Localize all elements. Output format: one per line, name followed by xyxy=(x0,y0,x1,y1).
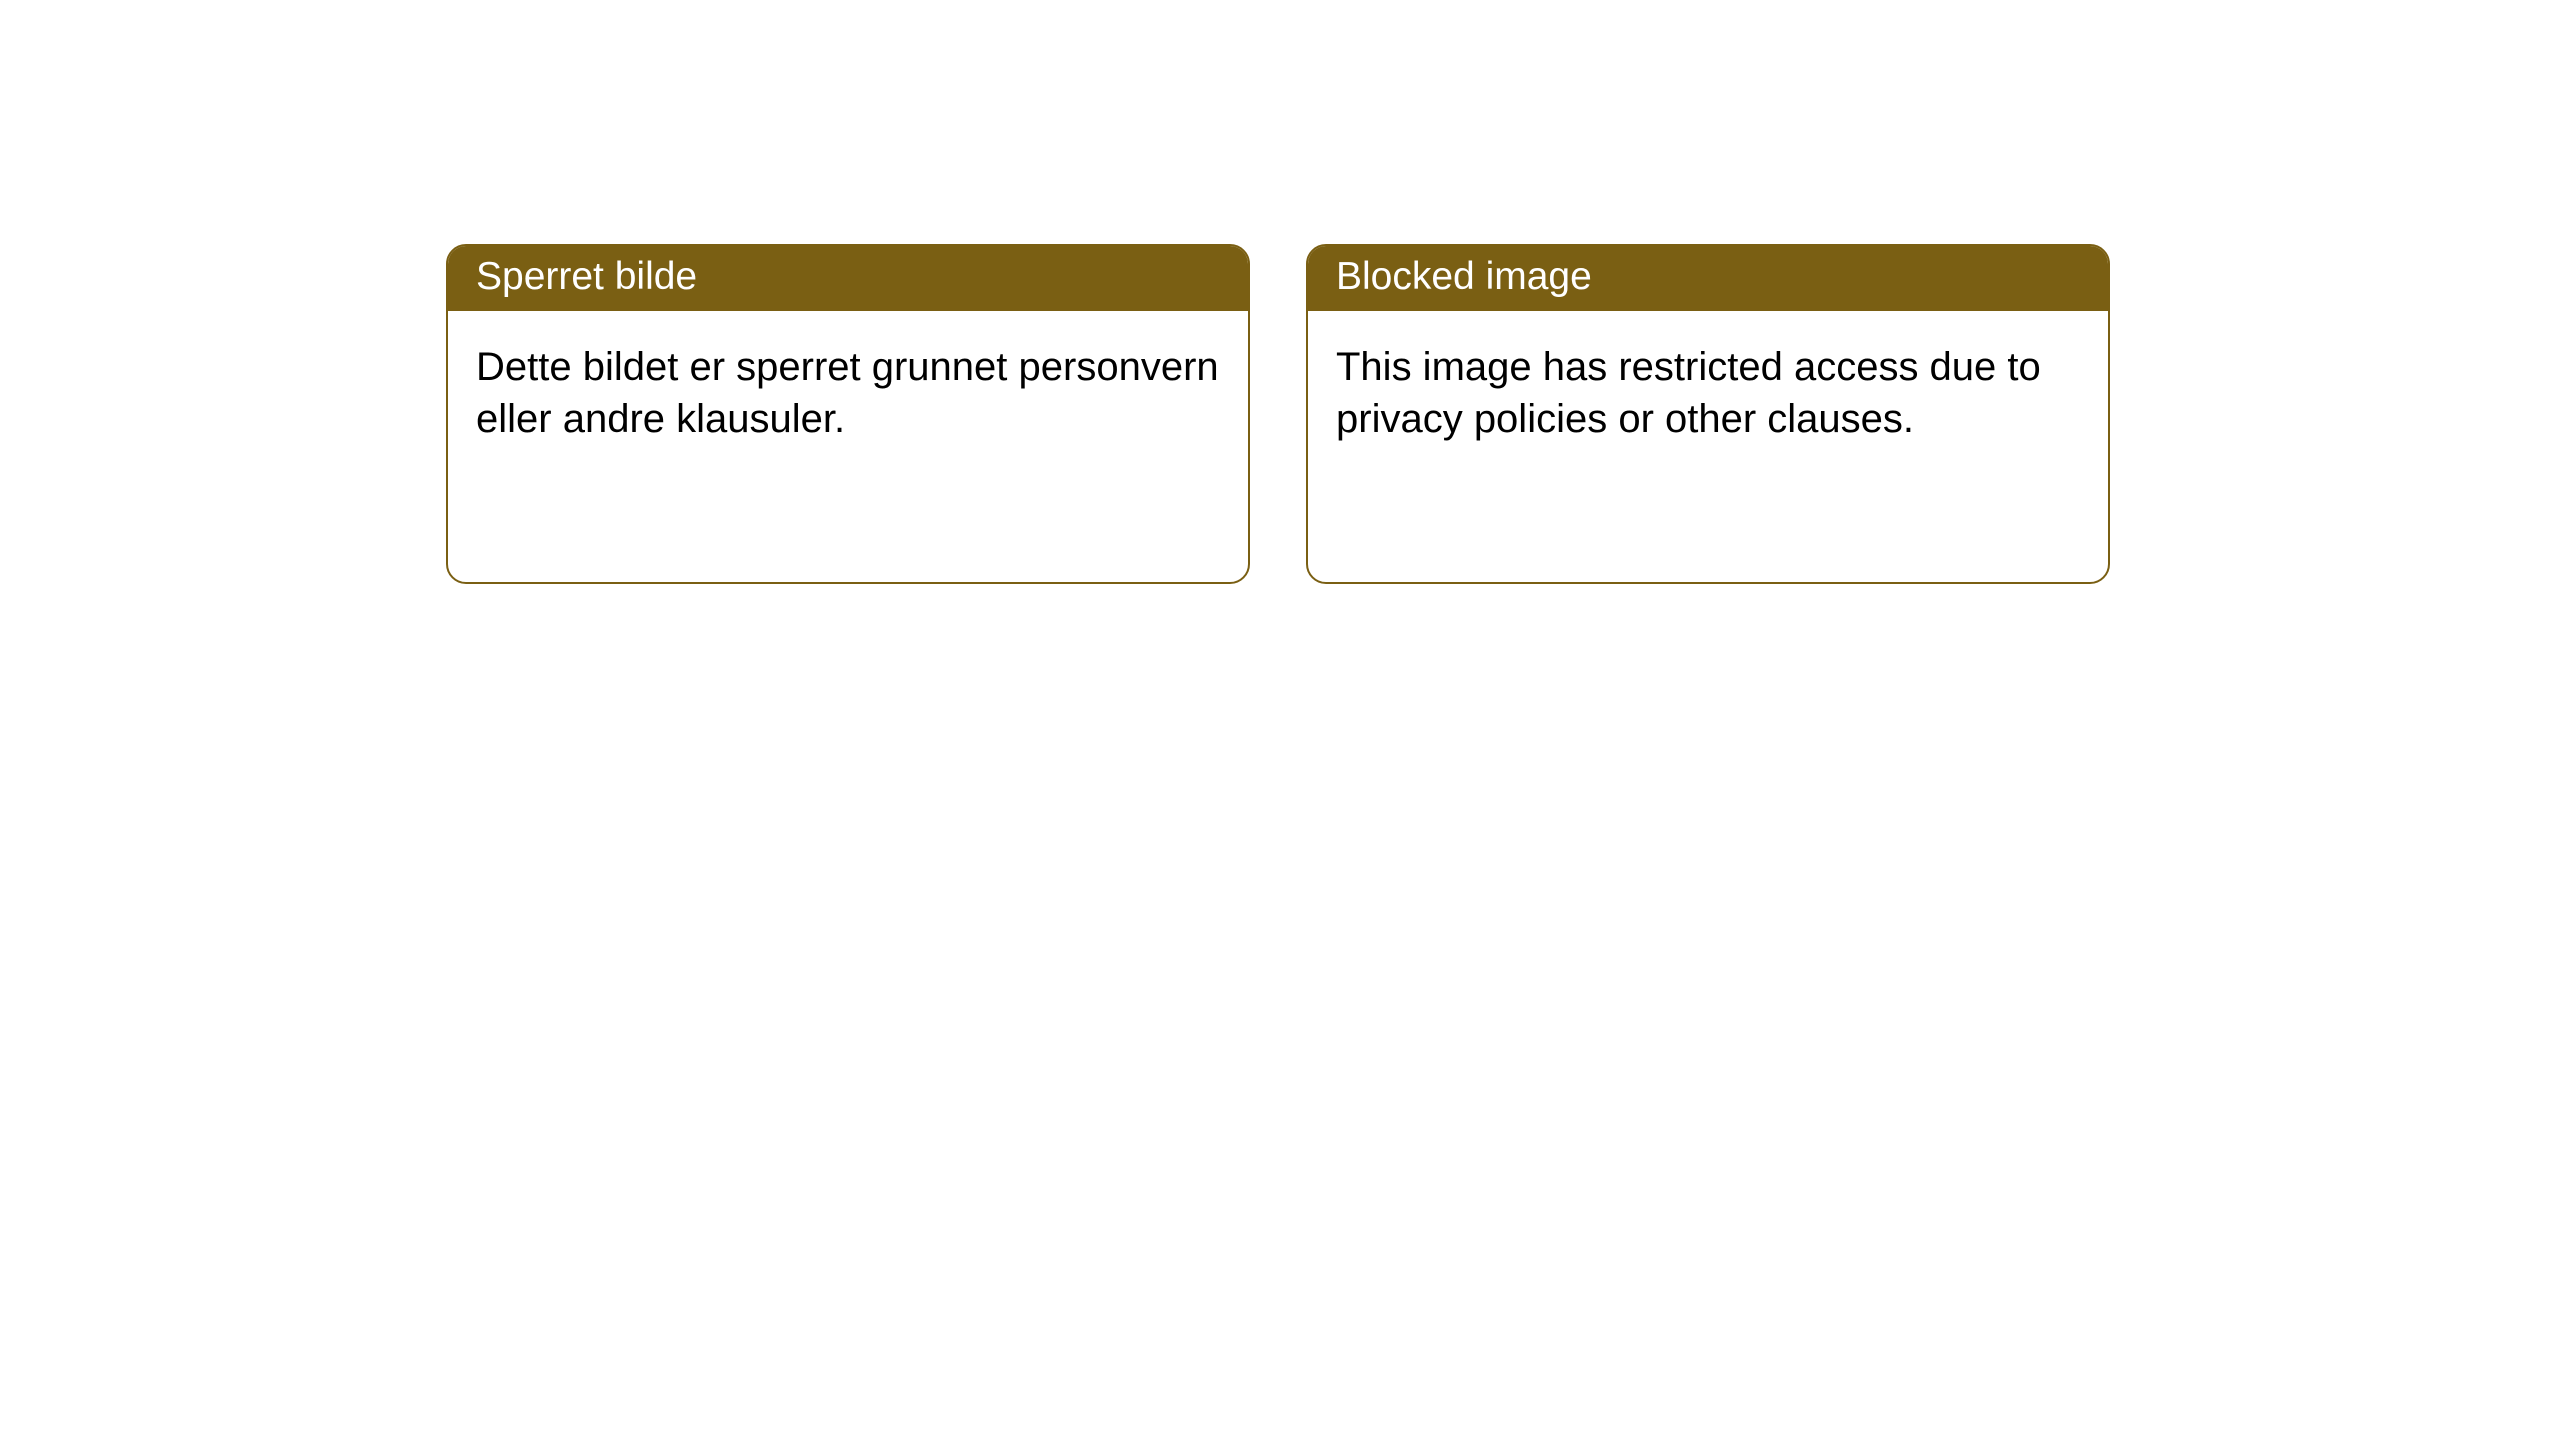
notice-container: Sperret bilde Dette bildet er sperret gr… xyxy=(0,0,2560,584)
card-body: This image has restricted access due to … xyxy=(1308,311,2108,475)
notice-card-norwegian: Sperret bilde Dette bildet er sperret gr… xyxy=(446,244,1250,584)
card-header-text: Sperret bilde xyxy=(476,255,697,298)
card-header: Sperret bilde xyxy=(448,246,1248,311)
notice-card-english: Blocked image This image has restricted … xyxy=(1306,244,2110,584)
card-header: Blocked image xyxy=(1308,246,2108,311)
card-header-text: Blocked image xyxy=(1336,255,1592,298)
card-body-text: Dette bildet er sperret grunnet personve… xyxy=(476,345,1219,441)
card-body-text: This image has restricted access due to … xyxy=(1336,345,2041,441)
card-body: Dette bildet er sperret grunnet personve… xyxy=(448,311,1248,475)
